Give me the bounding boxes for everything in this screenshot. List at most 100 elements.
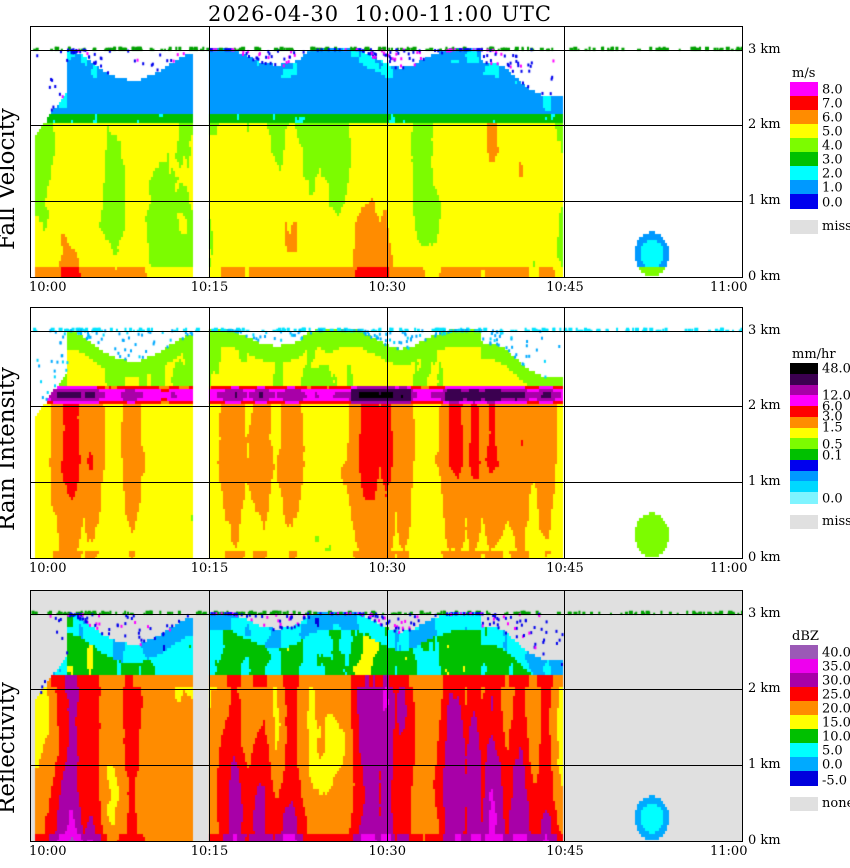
colorbar-tick-label: 1.0 <box>822 180 843 196</box>
colorbar-swatch <box>790 459 818 472</box>
colorbar-tick-label: -5.0 <box>822 773 848 789</box>
colorbar-swatch <box>790 645 818 660</box>
colorbar-swatch <box>790 110 818 125</box>
colorbar-swatch <box>790 470 818 483</box>
colorbar-swatch <box>790 363 818 375</box>
colorbar-swatch <box>790 659 818 674</box>
x-tick-label: 10:00 <box>29 844 67 859</box>
colorbar-swatch <box>790 180 818 195</box>
colorbar-swatch <box>790 82 818 97</box>
colorbar-swatch <box>790 743 818 758</box>
gridline-vertical <box>386 308 388 558</box>
colorbar-swatch <box>790 395 818 407</box>
colorbar-missing-swatch <box>790 220 818 234</box>
colorbar-swatch <box>790 481 818 493</box>
colorbar-swatch <box>790 427 818 439</box>
colorbar-tick-label: 20.0 <box>822 701 850 717</box>
y-tick-label: 0 km <box>748 550 781 565</box>
x-tick-label: 11:00 <box>710 844 748 859</box>
colorbar-tick-label: 35.0 <box>822 659 850 675</box>
colorbar-swatch <box>790 152 818 167</box>
colorbar-missing-label: none <box>822 796 850 811</box>
gridline-vertical <box>208 308 210 558</box>
colorbar-tick-label: 1.5 <box>822 420 843 436</box>
colorbar-swatch <box>790 701 818 716</box>
plot-area-rain-intensity[interactable] <box>30 307 743 559</box>
gridline-vertical <box>564 308 566 558</box>
colorbar-swatch <box>790 715 818 730</box>
plot-area-fall-velocity[interactable] <box>30 26 743 278</box>
colorbar-swatch <box>790 124 818 139</box>
x-tick-label: 10:15 <box>190 844 229 859</box>
colorbar-fall-velocity: m/s 8.0 7.0 6.0 5.0 4.0 3.0 2.0 1.0 0.0 miss <box>786 66 850 234</box>
colorbar-title: dBZ <box>792 629 819 644</box>
colorbar-tick-label: 5.0 <box>822 743 843 759</box>
x-tick-label: 10:15 <box>190 561 229 576</box>
gridline-vertical <box>564 27 566 277</box>
colorbar-tick-label: 0.0 <box>822 757 843 773</box>
gridline-vertical <box>208 591 210 841</box>
colorbar-tick-label: 40.0 <box>822 645 850 661</box>
x-tick-label: 10:15 <box>190 280 229 295</box>
axis-label-fall-velocity: Fall Velocity <box>0 108 20 250</box>
colorbar-tick-label: 0.5 <box>822 437 843 453</box>
x-tick-label: 10:00 <box>29 561 67 576</box>
panel-reflectivity <box>30 590 743 842</box>
colorbar-swatch <box>790 384 818 396</box>
x-tick-label: 10:00 <box>29 280 67 295</box>
colorbar-swatch <box>790 406 818 418</box>
y-tick-label: 0 km <box>748 833 781 848</box>
colorbar-tick-label: 4.0 <box>822 138 843 154</box>
panel-rain-intensity <box>30 307 743 559</box>
colorbar-swatch <box>790 194 818 209</box>
colorbar-tick-label: 0.1 <box>822 448 843 464</box>
x-tick-label: 10:45 <box>546 844 584 859</box>
plot-area-reflectivity[interactable] <box>30 590 743 842</box>
colorbar-tick-label: 0.0 <box>822 491 843 507</box>
x-tick-label: 10:30 <box>368 561 406 576</box>
colorbar-swatch <box>790 771 818 786</box>
colorbar-tick-label: 8.0 <box>822 82 843 98</box>
colorbar-tick-label: 30.0 <box>822 673 850 689</box>
colorbar-tick-label: 5.0 <box>822 124 843 140</box>
y-tick-label: 3 km <box>748 605 781 621</box>
colorbar-swatch <box>790 96 818 111</box>
colorbar-tick-label: 25.0 <box>822 687 850 703</box>
colorbar-title: m/s <box>792 66 816 81</box>
x-tick-label: 10:45 <box>546 561 584 576</box>
x-tick-label: 11:00 <box>710 561 748 576</box>
colorbar-missing-swatch <box>790 797 818 811</box>
axis-label-rain-intensity: Rain Intensity <box>0 367 20 531</box>
colorbar-tick-label: 3.0 <box>822 152 843 168</box>
colorbar-reflectivity: dBZ 40.0 35.0 30.0 25.0 20.0 15.0 10.0 5.0 0.0 -5.… <box>786 629 850 811</box>
colorbar-tick-label: 6.0 <box>822 110 843 126</box>
colorbar-swatch <box>790 449 818 461</box>
x-tick-label: 10:45 <box>546 280 584 295</box>
colorbar-swatch <box>790 729 818 744</box>
colorbar-swatch <box>790 492 818 504</box>
colorbar-swatch <box>790 166 818 181</box>
colorbar-tick-label: 48.0 <box>822 361 850 377</box>
colorbar-missing-label: miss <box>822 219 850 234</box>
colorbar-tick-label: 10.0 <box>822 729 850 745</box>
gridline-vertical <box>386 591 388 841</box>
y-tick-label: 1 km <box>748 474 781 490</box>
gridline-vertical <box>564 591 566 841</box>
x-tick-label: 10:30 <box>368 844 406 859</box>
colorbar-tick-label: 6.0 <box>822 399 843 415</box>
y-tick-label: 3 km <box>748 322 781 338</box>
axis-label-reflectivity: Reflectivity <box>0 682 20 814</box>
y-tick-label: 2 km <box>748 398 781 414</box>
colorbar-tick-label: 2.0 <box>822 166 843 182</box>
colorbar-swatch <box>790 138 818 153</box>
y-tick-label: 0 km <box>748 269 781 284</box>
y-tick-label: 2 km <box>748 117 781 133</box>
panel-fall-velocity <box>30 26 743 278</box>
y-tick-label: 2 km <box>748 681 781 697</box>
colorbar-swatch <box>790 438 818 450</box>
colorbar-tick-label: 12.0 <box>822 388 850 404</box>
colorbar-tick-label: 0.0 <box>822 195 843 211</box>
colorbar-tick-label: 3.0 <box>822 409 843 425</box>
colorbar-rain-intensity: mm/hr 48.0 12.0 6.0 3.0 1.5 0.5 0.1 0.0 miss <box>786 347 850 529</box>
y-tick-label: 1 km <box>748 757 781 773</box>
